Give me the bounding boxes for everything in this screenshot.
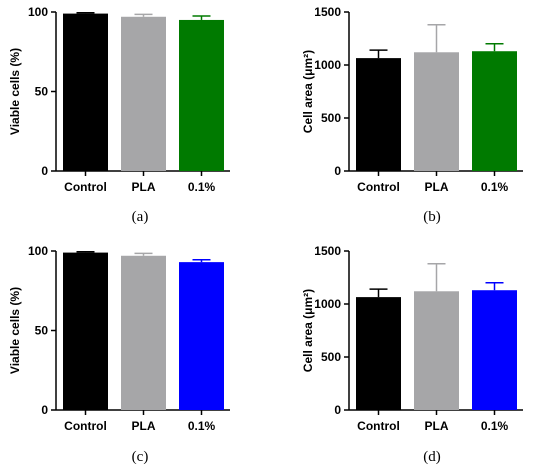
bar-01 — [179, 262, 224, 410]
x-tick-label: PLA — [425, 180, 449, 194]
bar-01 — [472, 290, 517, 410]
y-axis-title: Cell area (μm²) — [301, 50, 315, 133]
y-tick-label: 0 — [334, 403, 341, 417]
bar-pla — [414, 52, 459, 171]
y-tick-label: 0 — [41, 403, 48, 417]
bar-01 — [472, 51, 517, 171]
x-tick-label: 0.1% — [188, 419, 216, 433]
y-tick-label: 1500 — [314, 244, 341, 258]
y-tick-label: 0 — [334, 164, 341, 178]
bar-control — [63, 13, 108, 172]
bar-pla — [121, 16, 166, 171]
bar-control — [356, 297, 401, 410]
y-tick-label: 1000 — [314, 58, 341, 72]
panel-label: (b) — [423, 209, 441, 225]
chart-panel-1: 0 50 100 Viable cells (%) Control PLA 0.1% (a) — [8, 5, 230, 225]
y-tick-label: 100 — [28, 5, 48, 19]
x-tick-label: Control — [64, 180, 107, 194]
y-axis-title: Cell area (μm²) — [301, 289, 315, 372]
x-tick-label: PLA — [132, 180, 156, 194]
bar-01 — [179, 19, 224, 172]
x-tick-label: PLA — [425, 419, 449, 433]
bar-pla — [414, 291, 459, 410]
y-tick-label: 500 — [321, 111, 341, 125]
y-tick-label: 1500 — [314, 5, 341, 19]
chart-panel-2: 0 500 1000 1500 Cell area (μm²) Control PLA 0.1… — [301, 5, 523, 225]
y-tick-label: 100 — [28, 244, 48, 258]
x-tick-label: Control — [64, 419, 107, 433]
chart-panel-3: 0 50 100 Viable cells (%) Control PLA 0.1% (c) — [8, 244, 230, 465]
panel-label: (a) — [132, 209, 149, 225]
bar-control — [356, 58, 401, 171]
y-axis-title: Viable cells (%) — [8, 287, 22, 374]
x-tick-label: 0.1% — [481, 180, 509, 194]
panel-label: (d) — [423, 449, 441, 465]
bar-pla — [121, 255, 166, 410]
x-tick-label: Control — [357, 419, 400, 433]
y-tick-label: 1000 — [314, 297, 341, 311]
x-tick-label: 0.1% — [188, 180, 216, 194]
y-tick-label: 500 — [321, 350, 341, 364]
y-tick-label: 50 — [35, 85, 49, 99]
y-tick-label: 0 — [41, 164, 48, 178]
x-tick-label: 0.1% — [481, 419, 509, 433]
y-tick-label: 50 — [35, 324, 49, 338]
panel-label: (c) — [132, 449, 149, 465]
y-axis-title: Viable cells (%) — [8, 48, 22, 135]
chart-panel-4: 0 500 1000 1500 Cell area (μm²) Control PLA 0.1… — [301, 244, 523, 465]
x-tick-label: Control — [357, 180, 400, 194]
bar-control — [63, 252, 108, 410]
x-tick-label: PLA — [132, 419, 156, 433]
